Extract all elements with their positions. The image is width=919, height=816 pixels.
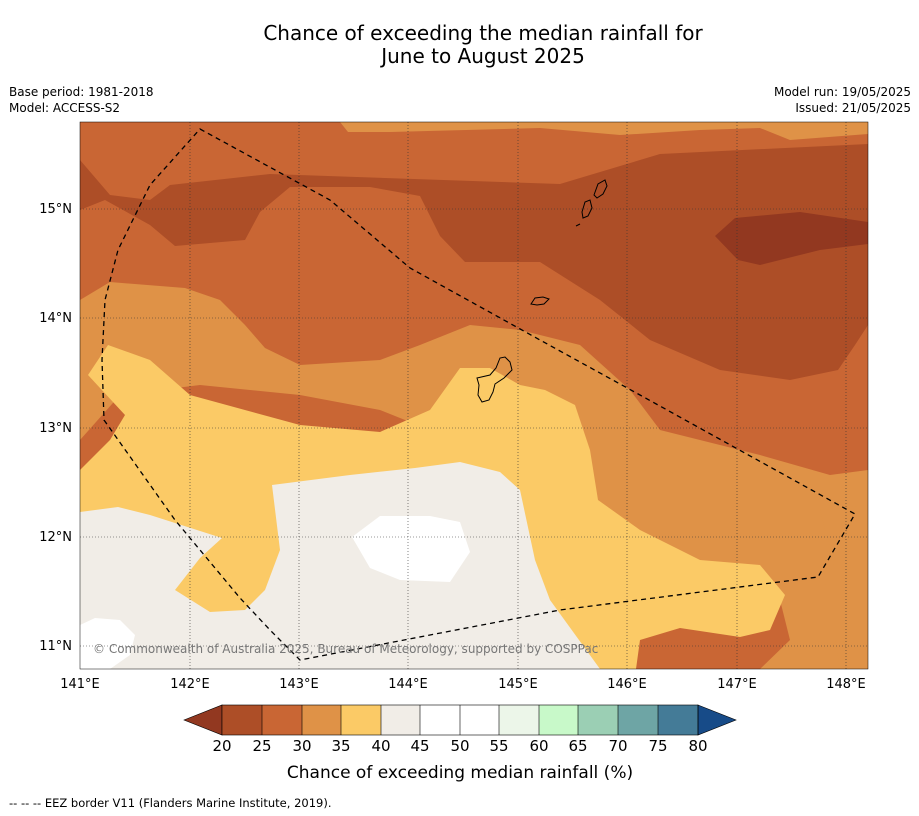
colorbar-bin-5 bbox=[381, 705, 421, 735]
meta-right: Model run: 19/05/2025 Issued: 21/05/2025 bbox=[774, 84, 911, 116]
colorbar-tick-55: 55 bbox=[489, 737, 508, 755]
meta-left: Base period: 1981-2018 Model: ACCESS-S2 bbox=[9, 84, 154, 116]
model-run: Model run: 19/05/2025 bbox=[773, 85, 911, 99]
title-line-1: Chance of exceeding the median rainfall … bbox=[263, 21, 703, 45]
colorbar-label: Chance of exceeding median rainfall (%) bbox=[287, 763, 633, 783]
islands bbox=[476, 179, 608, 403]
colorbar-bin-8 bbox=[499, 705, 539, 735]
colorbar-over-arrow bbox=[697, 704, 737, 736]
lat-label-14: 14°N bbox=[39, 311, 72, 326]
zone-45-55 bbox=[352, 516, 470, 582]
zone-lt20 bbox=[715, 212, 868, 265]
colorbar-tick-50: 50 bbox=[450, 737, 469, 755]
lat-label-11: 11°N bbox=[39, 639, 72, 654]
island-saipan bbox=[593, 179, 608, 199]
island-tinian bbox=[581, 199, 593, 219]
island-aguijan bbox=[575, 223, 581, 227]
eez-footnote: -- -- -- EEZ border V11 (Flanders Marine… bbox=[9, 796, 332, 810]
colorbar-tick-75: 75 bbox=[648, 737, 667, 755]
lat-label-15: 15°N bbox=[39, 202, 72, 217]
map-zones bbox=[80, 122, 868, 669]
colorbar-tick-70: 70 bbox=[608, 737, 627, 755]
colorbar-tick-20: 20 bbox=[212, 737, 231, 755]
lon-labels: 141°E 142°E 143°E 144°E 145°E 146°E 147°… bbox=[60, 677, 866, 692]
colorbar-under-arrow bbox=[183, 704, 223, 736]
island-guam bbox=[476, 356, 513, 403]
rainfall-map: © Commonwealth of Australia 2025, Bureau… bbox=[39, 121, 869, 783]
zone-30-35-right bbox=[820, 505, 868, 669]
issued-date: Issued: 21/05/2025 bbox=[795, 101, 911, 115]
colorbar-tick-45: 45 bbox=[410, 737, 429, 755]
model-name: Model: ACCESS-S2 bbox=[9, 101, 121, 115]
colorbar-tick-30: 30 bbox=[292, 737, 311, 755]
lon-label-141: 141°E bbox=[60, 677, 100, 692]
zone-30-35-top bbox=[340, 122, 868, 140]
title-line-2: June to August 2025 bbox=[381, 44, 585, 68]
colorbar-bin-3 bbox=[302, 705, 342, 735]
colorbar-bin-6 bbox=[420, 705, 460, 735]
colorbar-bin-4 bbox=[341, 705, 381, 735]
zone-45-55-corner bbox=[80, 618, 135, 669]
lat-label-13: 13°N bbox=[39, 421, 72, 436]
colorbar-tick-80: 80 bbox=[688, 737, 707, 755]
lon-label-143: 143°E bbox=[279, 677, 319, 692]
lon-label-144: 144°E bbox=[388, 677, 428, 692]
lat-labels: 15°N 14°N 13°N 12°N 11°N bbox=[39, 202, 72, 654]
colorbar-bin-9 bbox=[539, 705, 579, 735]
zone-lt25 bbox=[80, 144, 868, 380]
colorbar-bin-7 bbox=[460, 705, 500, 735]
island-rota bbox=[530, 296, 550, 306]
lon-label-147: 147°E bbox=[717, 677, 757, 692]
colorbar-tick-60: 60 bbox=[529, 737, 548, 755]
map-frame bbox=[79, 121, 869, 670]
lon-label-146: 146°E bbox=[607, 677, 647, 692]
lat-label-12: 12°N bbox=[39, 530, 72, 545]
colorbar-tick-35: 35 bbox=[331, 737, 350, 755]
colorbar-tick-40: 40 bbox=[371, 737, 390, 755]
colorbar-bin-2 bbox=[262, 705, 302, 735]
colorbar-tick-25: 25 bbox=[252, 737, 271, 755]
colorbar-bin-11 bbox=[618, 705, 658, 735]
colorbar-bin-10 bbox=[578, 705, 618, 735]
colorbar-bin-12 bbox=[658, 705, 698, 735]
colorbar-tick-65: 65 bbox=[568, 737, 587, 755]
base-period: Base period: 1981-2018 bbox=[9, 85, 154, 99]
lon-label-148: 148°E bbox=[826, 677, 866, 692]
gridlines bbox=[80, 122, 868, 669]
map-title: Chance of exceeding the median rainfall … bbox=[0, 22, 919, 68]
eez-border bbox=[101, 128, 856, 661]
zone-40-45 bbox=[80, 462, 600, 669]
colorbar: 20 25 30 35 40 45 50 55 60 65 70 75 80 C… bbox=[183, 704, 737, 783]
lon-label-142: 142°E bbox=[170, 677, 210, 692]
colorbar-bin-1 bbox=[222, 705, 262, 735]
lon-label-145: 145°E bbox=[498, 677, 538, 692]
copyright-text: © Commonwealth of Australia 2025, Bureau… bbox=[93, 642, 598, 656]
